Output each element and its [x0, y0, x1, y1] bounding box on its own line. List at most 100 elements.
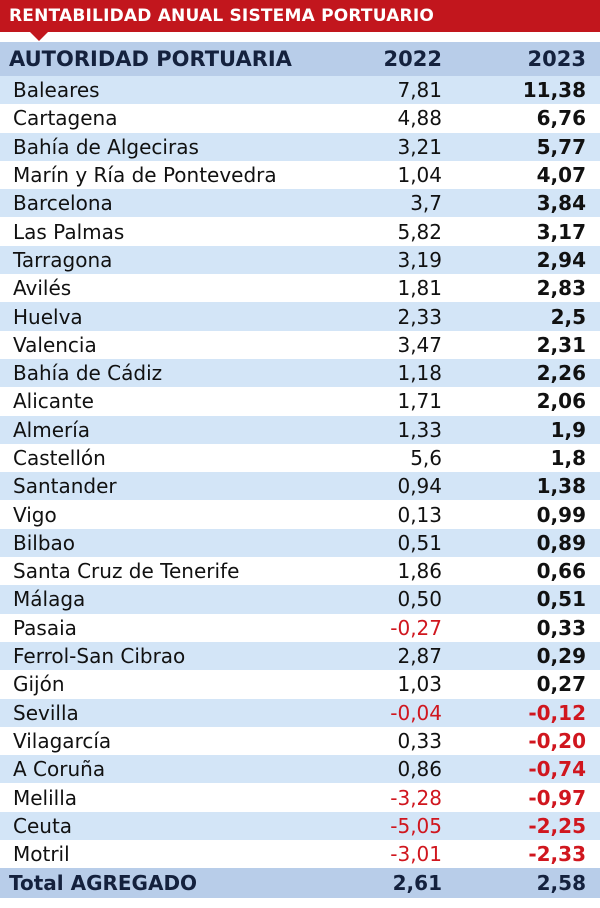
table-row: Baleares 7,81 11,38: [0, 76, 600, 105]
table-row: Cartagena 4,88 6,76: [0, 104, 600, 133]
row-authority-name: Sevilla: [13, 700, 79, 725]
row-value-2023: 0,33: [536, 615, 586, 640]
row-authority-name: Alicante: [13, 389, 94, 414]
row-value-2023: -2,25: [528, 813, 586, 838]
row-value-2022: 2,33: [397, 304, 442, 329]
table-row: Pasaia -0,27 0,33: [0, 613, 600, 642]
table-row: Huelva 2,33 2,5: [0, 302, 600, 331]
row-authority-name: Barcelona: [13, 191, 113, 216]
row-value-2022: -3,01: [390, 842, 442, 867]
row-value-2023: 2,26: [536, 361, 586, 386]
row-value-2022: 1,86: [397, 559, 442, 584]
row-authority-name: Huelva: [13, 304, 83, 329]
row-authority-name: Castellón: [13, 446, 106, 470]
row-value-2023: 2,31: [536, 332, 586, 357]
row-authority-name: Cartagena: [13, 106, 118, 131]
table-row: Las Palmas 5,82 3,17: [0, 217, 600, 246]
row-value-2022: 1,18: [397, 361, 442, 386]
row-value-2023: 0,99: [536, 502, 586, 527]
table-row: Santa Cruz de Tenerife 1,86 0,66: [0, 557, 600, 586]
row-authority-name: Almería: [13, 417, 91, 442]
table-row: Santander 0,94 1,38: [0, 472, 600, 501]
row-value-2022: 1,71: [397, 389, 442, 414]
row-authority-name: Marín y Ría de Pontevedra: [13, 163, 277, 188]
row-value-2023: 2,06: [536, 389, 586, 414]
row-value-2023: 0,29: [536, 644, 586, 669]
header-2023: 2023: [527, 47, 586, 71]
total-label: Total AGREGADO: [9, 871, 198, 896]
row-value-2023: 6,76: [536, 106, 586, 131]
table-row: Barcelona 3,7 3,84: [0, 189, 600, 218]
table-row: Valencia 3,47 2,31: [0, 330, 600, 359]
table-row: Bahía de Algeciras 3,21 5,77: [0, 132, 600, 161]
row-authority-name: Ferrol-San Cibrao: [13, 644, 186, 669]
row-value-2022: -0,27: [390, 615, 442, 640]
row-authority-name: A Coruña: [13, 757, 106, 782]
header-authority: AUTORIDAD PORTUARIA: [9, 47, 292, 71]
table-row: Tarragona 3,19 2,94: [0, 245, 600, 275]
row-value-2023: 2,83: [536, 276, 586, 301]
row-authority-name: Tarragona: [13, 247, 113, 272]
table-row: Castellón 5,6 1,8: [0, 443, 600, 473]
row-value-2022: 4,88: [397, 106, 442, 131]
row-value-2023: 2,94: [536, 247, 586, 272]
row-value-2023: 0,89: [536, 530, 586, 555]
total-2023: 2,58: [536, 871, 586, 896]
row-value-2023: -0,12: [528, 700, 586, 725]
row-value-2023: -2,33: [528, 842, 586, 867]
row-value-2022: 0,94: [397, 474, 442, 499]
row-authority-name: Valencia: [13, 332, 97, 357]
total-2022: 2,61: [392, 871, 442, 896]
row-value-2022: 0,13: [397, 502, 442, 527]
table-row: Vigo 0,13 0,99: [0, 500, 600, 529]
row-authority-name: Vigo: [13, 502, 57, 527]
table-row: Málaga 0,50 0,51: [0, 585, 600, 614]
row-authority-name: Bahía de Algeciras: [13, 134, 199, 159]
table-row: Motril -3,01 -2,33: [0, 840, 600, 869]
header-2022: 2022: [383, 47, 442, 71]
row-value-2022: 3,19: [397, 247, 442, 272]
row-value-2023: 0,27: [536, 672, 586, 697]
table-title-banner: RENTABILIDAD ANUAL SISTEMA PORTUARIO: [0, 0, 600, 41]
table-row: Almería 1,33 1,9: [0, 415, 600, 444]
row-value-2023: 11,38: [522, 78, 586, 103]
row-authority-name: Vilagarcía: [13, 728, 112, 753]
table-row: A Coruña 0,86 -0,74: [0, 755, 600, 784]
row-value-2023: 5,77: [536, 134, 586, 159]
row-value-2022: 0,33: [397, 728, 442, 753]
row-value-2023: 2,5: [550, 304, 586, 329]
table-row: Ferrol-San Cibrao 2,87 0,29: [0, 641, 600, 671]
table-row: Marín y Ría de Pontevedra 1,04 4,07: [0, 160, 600, 190]
table-row: Bahía de Cádiz 1,18 2,26: [0, 358, 600, 388]
row-value-2023: 1,8: [550, 446, 586, 470]
row-authority-name: Santander: [13, 474, 117, 499]
table-row: Melilla -3,28 -0,97: [0, 783, 600, 812]
row-value-2022: 0,51: [397, 530, 442, 555]
row-value-2022: 0,86: [397, 757, 442, 782]
table-row: Vilagarcía 0,33 -0,20: [0, 726, 600, 756]
row-authority-name: Melilla: [13, 785, 78, 810]
table-body: Baleares 7,81 11,38 Cartagena 4,88 6,76 Bahía …: [0, 76, 600, 869]
table-row: Gijón 1,03 0,27: [0, 670, 600, 699]
row-value-2023: 1,9: [550, 417, 586, 442]
row-authority-name: Málaga: [13, 587, 86, 612]
table-header: AUTORIDAD PORTUARIA 2022 2023: [0, 42, 600, 76]
row-value-2022: -5,05: [390, 813, 442, 838]
row-value-2023: -0,20: [528, 728, 586, 753]
row-authority-name: Bahía de Cádiz: [13, 361, 163, 386]
table-title: RENTABILIDAD ANUAL SISTEMA PORTUARIO: [9, 6, 435, 26]
row-value-2022: 3,47: [397, 332, 442, 357]
row-value-2023: 1,38: [536, 474, 586, 499]
row-value-2022: 0,50: [397, 587, 442, 612]
table-row: Bilbao 0,51 0,89: [0, 528, 600, 558]
row-value-2022: -3,28: [390, 785, 442, 810]
row-value-2023: 0,51: [536, 587, 586, 612]
table-row: Sevilla -0,04 -0,12: [0, 698, 600, 727]
row-value-2023: -0,97: [528, 785, 586, 810]
row-value-2022: 1,03: [397, 672, 442, 697]
table-row: Avilés 1,81 2,83: [0, 274, 600, 303]
row-authority-name: Gijón: [13, 672, 65, 697]
row-value-2022: 3,21: [397, 134, 442, 159]
row-value-2022: 1,81: [397, 276, 442, 301]
row-value-2023: 4,07: [536, 163, 586, 188]
